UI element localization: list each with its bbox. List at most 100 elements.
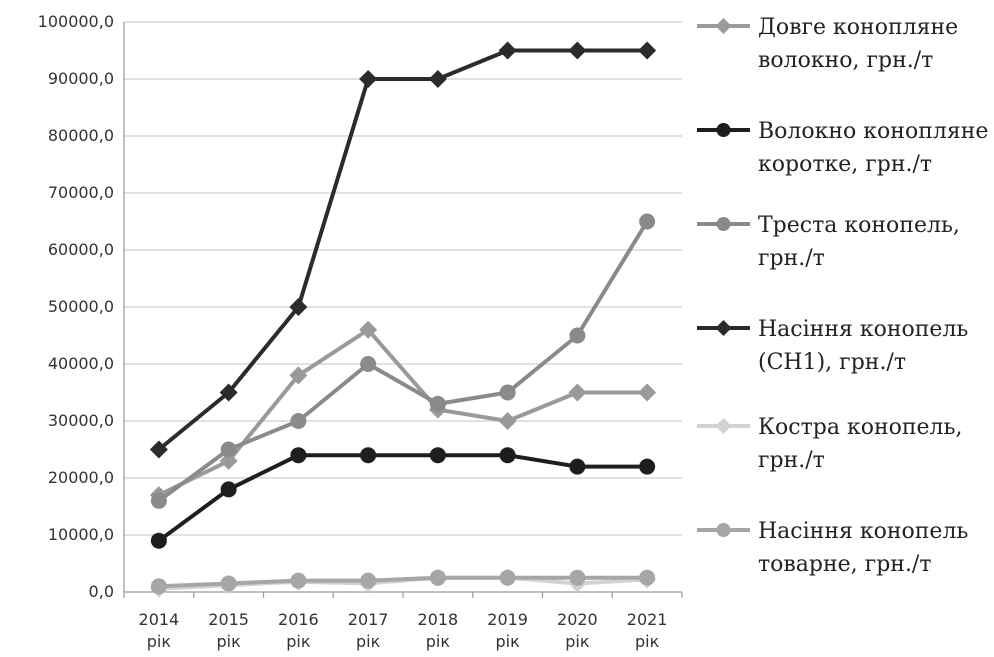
data-point xyxy=(359,320,378,339)
series-line xyxy=(158,575,648,589)
data-point xyxy=(289,366,308,385)
series-line xyxy=(157,48,648,452)
y-tick-label: 30000,0 xyxy=(48,411,114,430)
data-point xyxy=(498,412,517,430)
x-tick-label: 2016 xyxy=(278,610,319,629)
legend-label: (СН1), грн./т xyxy=(758,350,906,375)
x-tick-label: рік xyxy=(495,632,520,651)
data-point xyxy=(568,383,587,402)
y-tick-label: 100000,0 xyxy=(38,12,114,31)
data-point xyxy=(639,213,656,230)
legend-label: Насіння конопель xyxy=(758,519,968,544)
y-tick-label: 50000,0 xyxy=(48,297,114,316)
legend-label: Костра конопель, xyxy=(758,415,963,440)
data-point xyxy=(568,41,587,60)
data-point xyxy=(569,458,586,475)
series-6 xyxy=(150,569,656,595)
legend-label: Волокно конопляне xyxy=(758,119,988,144)
data-point xyxy=(360,447,377,464)
series-line xyxy=(157,220,649,503)
x-tick-label: рік xyxy=(565,632,590,651)
data-point xyxy=(499,447,516,464)
legend-label: Довге конопляне xyxy=(758,15,958,40)
data-point xyxy=(429,447,446,464)
x-tick-label: рік xyxy=(356,632,381,651)
series-4 xyxy=(149,41,657,459)
data-point xyxy=(498,41,517,60)
y-tick-label: 40000,0 xyxy=(48,354,114,373)
legend-item-5: Костра конопель, грн./т xyxy=(697,415,963,473)
legend-marker xyxy=(715,320,732,336)
data-point xyxy=(150,532,167,549)
series-3 xyxy=(150,213,656,509)
data-point xyxy=(639,569,656,586)
legend-label: волокно, грн./т xyxy=(758,48,933,73)
y-axis-tick-labels: 0,0 10000,0 20000,0 30000,0 40000,0 50000,0 60… xyxy=(38,12,114,601)
data-point xyxy=(429,395,446,412)
legend-marker xyxy=(716,123,731,137)
legend-item-6: Насіння конопель товарне, грн./т xyxy=(697,519,968,577)
data-point xyxy=(219,451,238,470)
x-tick-label: 2017 xyxy=(348,610,389,629)
legend-label: грн./т xyxy=(758,448,825,473)
x-tick-label: 2014 xyxy=(139,610,180,629)
data-point xyxy=(219,383,238,402)
y-tick-label: 0,0 xyxy=(89,582,114,601)
x-tick-label: рік xyxy=(426,632,451,651)
data-point xyxy=(220,441,237,458)
data-point xyxy=(289,298,308,316)
y-tick-label: 60000,0 xyxy=(48,240,114,259)
data-point xyxy=(150,492,167,509)
data-point xyxy=(499,384,516,401)
data-point xyxy=(360,356,377,372)
y-tick-label: 20000,0 xyxy=(48,468,114,487)
series-2 xyxy=(150,447,656,549)
legend-item-1: Довге конопляне волокно, грн./т xyxy=(697,15,958,73)
x-tick-label: 2020 xyxy=(557,610,598,629)
legend-item-2: Волокно конопляне коротке, грн./т xyxy=(697,119,988,177)
x-axis-tick-labels: 2014 рік 2015 рік 2016 рік 2017 рік 2018 рік 2019 р… xyxy=(139,610,668,651)
series-line xyxy=(157,453,648,543)
axes xyxy=(123,22,683,598)
legend-label: Треста конопель, xyxy=(758,213,960,238)
x-tick-label: 2015 xyxy=(208,610,249,629)
x-tick-label: рік xyxy=(635,632,660,651)
data-point xyxy=(149,440,168,459)
y-tick-label: 10000,0 xyxy=(48,525,114,544)
data-point xyxy=(150,578,167,595)
legend-label: Насіння конопель xyxy=(758,317,968,342)
x-tick-label: 2021 xyxy=(627,610,668,629)
x-tick-label: рік xyxy=(216,632,241,651)
data-point xyxy=(638,41,657,60)
legend-label: товарне, грн./т xyxy=(758,552,932,577)
data-point xyxy=(429,569,446,586)
y-tick-label: 90000,0 xyxy=(48,69,114,88)
data-point xyxy=(569,569,586,586)
legend: Довге конопляне волокно, грн./т Волокно ко… xyxy=(697,15,988,577)
series-1 xyxy=(149,320,657,505)
series-lines xyxy=(149,41,657,598)
legend-label: коротке, грн./т xyxy=(758,152,932,177)
data-point xyxy=(499,569,516,586)
x-tick-label: 2018 xyxy=(418,610,459,629)
y-tick-label: 70000,0 xyxy=(48,183,114,202)
data-point xyxy=(290,447,307,464)
y-tick-label: 80000,0 xyxy=(48,126,114,145)
data-point xyxy=(569,327,586,344)
legend-label: грн./т xyxy=(758,246,825,271)
data-point xyxy=(359,70,378,88)
data-point xyxy=(220,575,237,592)
x-tick-label: рік xyxy=(286,632,311,651)
legend-marker xyxy=(715,418,732,434)
data-point xyxy=(639,458,656,475)
x-tick-label: рік xyxy=(147,632,172,651)
data-point xyxy=(360,572,377,589)
data-point xyxy=(290,572,307,589)
data-point xyxy=(428,70,447,88)
data-point xyxy=(220,481,237,498)
data-point xyxy=(638,383,657,402)
legend-item-4: Насіння конопель (СН1), грн./т xyxy=(697,317,968,375)
gridlines xyxy=(124,21,682,536)
data-point xyxy=(290,413,307,429)
